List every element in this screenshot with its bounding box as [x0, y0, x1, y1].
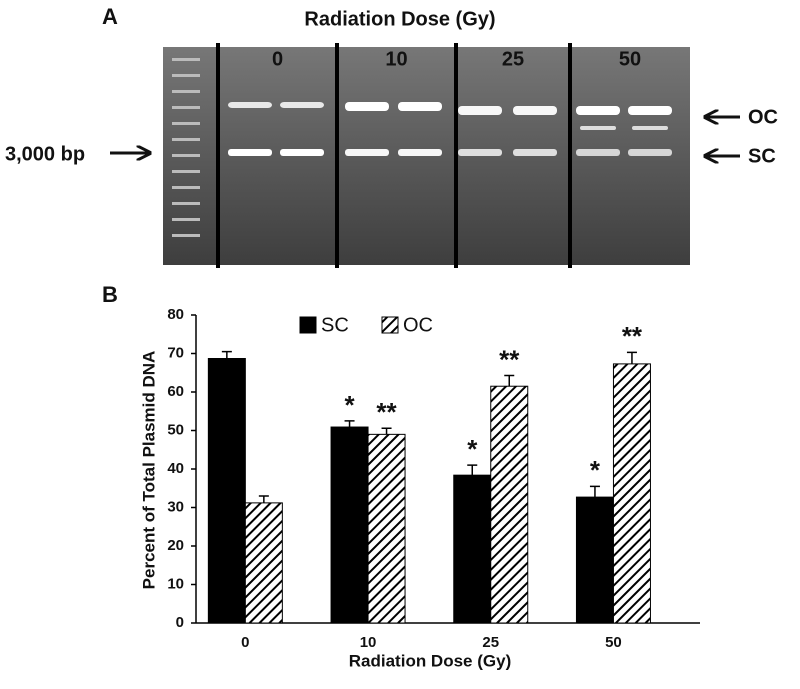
- sc-band: [280, 149, 324, 156]
- ladder-band: [172, 122, 200, 125]
- y-tick-label: 70: [167, 344, 184, 361]
- significance: *: [344, 390, 355, 420]
- significance: **: [622, 321, 643, 351]
- sc-band: [398, 149, 442, 156]
- bar: [575, 496, 614, 624]
- lane-label: 25: [502, 48, 524, 70]
- error-bar: [344, 420, 355, 428]
- error-bar: [258, 495, 269, 503]
- y-tick-label: 60: [167, 383, 184, 400]
- significance: **: [499, 344, 520, 374]
- ladder-band: [172, 170, 200, 173]
- oc-band: [458, 106, 502, 115]
- error-bar: [504, 374, 515, 387]
- bar: [490, 385, 529, 624]
- sc-band: [228, 149, 272, 156]
- bar: [207, 358, 246, 624]
- significance: *: [590, 455, 601, 485]
- error-bar: [467, 464, 478, 476]
- band-label: OC: [748, 106, 778, 128]
- legend-swatch: [381, 316, 399, 334]
- error-bar: [221, 350, 232, 359]
- error-bar: [589, 485, 600, 498]
- bar: [453, 474, 492, 624]
- sc-band: [458, 149, 502, 156]
- x-axis-label: Radiation Dose (Gy): [349, 651, 511, 670]
- bar: [612, 363, 651, 624]
- oc-band: [576, 106, 620, 115]
- lane-label: 10: [385, 48, 407, 70]
- ladder-band: [172, 90, 200, 93]
- lane-label: 50: [619, 48, 641, 70]
- legend-label: OC: [403, 314, 433, 336]
- y-tick-label: 20: [167, 537, 184, 554]
- y-tick-label: 50: [167, 421, 184, 438]
- y-axis-label: Percent of Total Plasmid DNA: [139, 351, 158, 590]
- linear-band: [580, 126, 616, 130]
- ladder-band: [172, 106, 200, 109]
- error-bar: [381, 427, 392, 435]
- marker-label: 3,000 bp: [5, 143, 85, 165]
- bar: [244, 502, 283, 624]
- ladder-band: [172, 202, 200, 205]
- gel-panel: A Radiation Dose (Gy) 3,000 bp OC SC 0 10…: [5, 4, 778, 268]
- legend-label: SC: [321, 314, 349, 336]
- x-tick-label: 50: [605, 634, 622, 651]
- sc-band: [576, 149, 620, 156]
- panel-label: B: [102, 282, 118, 307]
- y-tick-label: 40: [167, 460, 184, 477]
- ladder-band: [172, 154, 200, 157]
- x-tick-label: 25: [482, 634, 499, 651]
- oc-band: [513, 106, 557, 115]
- error-bar: [626, 351, 637, 364]
- panel-label: A: [102, 4, 118, 29]
- oc-band: [280, 102, 324, 108]
- y-tick-label: 80: [167, 306, 184, 323]
- bar: [367, 433, 406, 624]
- y-tick-label: 0: [176, 614, 184, 631]
- ladder-band: [172, 234, 200, 237]
- sc-band: [345, 149, 389, 156]
- ladder-band: [172, 138, 200, 141]
- sc-band: [513, 149, 557, 156]
- legend-swatch: [299, 316, 317, 334]
- significance: **: [376, 397, 397, 427]
- significance: *: [467, 434, 478, 464]
- linear-band: [632, 126, 668, 130]
- gel-title: Radiation Dose (Gy): [304, 8, 495, 30]
- ladder-band: [172, 74, 200, 77]
- y-tick-label: 30: [167, 498, 184, 515]
- bar: [330, 426, 369, 624]
- x-tick-label: 0: [241, 634, 249, 651]
- ladder-band: [172, 218, 200, 221]
- ladder-band: [172, 58, 200, 61]
- y-tick-label: 10: [167, 575, 184, 592]
- x-tick-label: 10: [360, 634, 377, 651]
- ladder-band: [172, 186, 200, 189]
- sc-band: [628, 149, 672, 156]
- oc-band: [628, 106, 672, 115]
- band-label: SC: [748, 145, 776, 167]
- lane-label: 0: [272, 48, 283, 70]
- oc-band: [345, 102, 389, 111]
- oc-band: [398, 102, 442, 111]
- oc-band: [228, 102, 272, 108]
